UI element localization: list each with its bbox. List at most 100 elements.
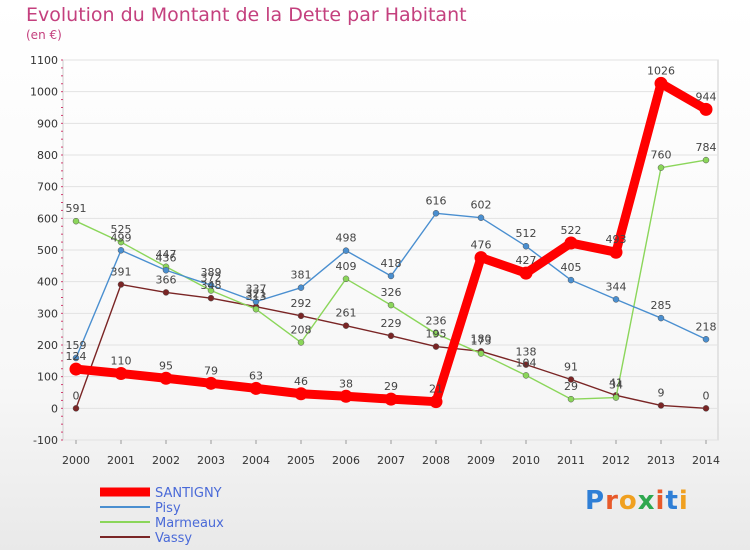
x-tick-label: 2012 <box>602 454 630 467</box>
data-label: 944 <box>696 90 717 103</box>
data-label: 348 <box>201 279 222 292</box>
x-tick-label: 2010 <box>512 454 540 467</box>
data-label: 616 <box>426 194 447 207</box>
data-point <box>519 266 533 280</box>
data-point <box>567 376 575 383</box>
data-point <box>162 267 170 274</box>
data-label: 344 <box>606 280 627 293</box>
data-point <box>207 294 215 302</box>
data-point <box>657 314 665 322</box>
data-label: 405 <box>561 261 582 274</box>
data-label: 29 <box>564 380 578 393</box>
data-label: 104 <box>516 356 537 369</box>
data-label: 285 <box>651 299 672 312</box>
data-point <box>384 392 398 406</box>
x-tick-label: 2004 <box>242 454 270 467</box>
data-label: 525 <box>111 223 132 236</box>
data-label: 447 <box>156 248 177 261</box>
data-point <box>159 371 173 385</box>
data-point <box>654 76 668 90</box>
data-point <box>702 336 710 343</box>
data-label: 261 <box>336 307 357 320</box>
data-label: 784 <box>696 141 717 154</box>
data-point <box>564 236 578 250</box>
data-label: 498 <box>336 232 357 245</box>
data-label: 124 <box>66 350 87 363</box>
data-label: 159 <box>66 339 87 352</box>
data-point <box>657 164 665 171</box>
x-tick-label: 2000 <box>62 454 90 467</box>
series-pisy <box>72 210 710 362</box>
data-label: 195 <box>426 328 447 341</box>
legend-label: Vassy <box>155 531 192 546</box>
data-label: 218 <box>696 320 717 333</box>
data-point <box>612 394 620 401</box>
data-point <box>387 332 395 340</box>
data-point <box>117 238 125 246</box>
data-label: 427 <box>516 254 537 267</box>
data-label: 372 <box>201 272 222 285</box>
data-label: 173 <box>471 335 492 348</box>
data-label: 180 <box>471 332 492 345</box>
data-point <box>297 339 305 346</box>
logo-letter: i <box>678 486 689 516</box>
proxiti-logo: Proxiti <box>585 486 689 516</box>
logo-letter: i <box>655 486 666 516</box>
data-label: 229 <box>381 317 402 330</box>
data-point <box>702 156 710 164</box>
data-point <box>567 276 575 284</box>
y-tick-label: 1000 <box>30 86 58 99</box>
data-label: 236 <box>426 315 447 328</box>
data-point <box>204 376 218 390</box>
data-label: 409 <box>336 260 357 273</box>
series-santigny <box>69 76 713 409</box>
data-point <box>342 275 350 283</box>
data-label: 91 <box>564 361 578 374</box>
data-point <box>249 381 263 395</box>
y-tick-label: 600 <box>37 212 58 225</box>
data-point <box>117 281 125 288</box>
data-point <box>567 395 575 403</box>
data-point <box>207 281 215 289</box>
data-label: 602 <box>471 199 492 212</box>
logo-letter: x <box>637 486 656 516</box>
data-label: 493 <box>606 233 627 246</box>
data-label: 512 <box>516 227 537 240</box>
data-label: 21 <box>429 383 443 396</box>
data-point <box>339 389 353 403</box>
data-point <box>114 367 128 380</box>
data-label: 476 <box>471 239 492 252</box>
data-point <box>432 330 440 337</box>
data-label: 499 <box>111 231 132 244</box>
data-point <box>252 298 260 305</box>
data-point <box>522 361 530 368</box>
y-tick-label: 900 <box>37 117 58 130</box>
data-label: 522 <box>561 224 582 237</box>
data-point <box>72 354 80 362</box>
y-tick-label: 400 <box>37 276 58 289</box>
x-tick-label: 2002 <box>152 454 180 467</box>
data-label: 321 <box>246 288 267 301</box>
y-tick-label: 100 <box>37 371 58 384</box>
x-tick-label: 2007 <box>377 454 405 467</box>
data-point <box>702 405 710 412</box>
data-label: 208 <box>291 323 312 336</box>
data-label: 138 <box>516 346 537 359</box>
legend-label: Pisy <box>155 501 181 516</box>
x-tick-label: 2001 <box>107 454 135 467</box>
data-point <box>387 301 395 309</box>
data-point <box>522 372 530 379</box>
data-label: 337 <box>246 283 267 296</box>
logo-letter: o <box>618 486 638 516</box>
data-label: 366 <box>156 273 177 286</box>
data-label: 418 <box>381 257 402 270</box>
x-tick-label: 2005 <box>287 454 315 467</box>
data-label: 0 <box>703 389 710 402</box>
data-point <box>117 247 125 254</box>
data-point <box>429 395 443 409</box>
data-label: 1026 <box>647 64 675 77</box>
data-label: 0 <box>73 389 80 402</box>
data-point <box>699 102 713 116</box>
